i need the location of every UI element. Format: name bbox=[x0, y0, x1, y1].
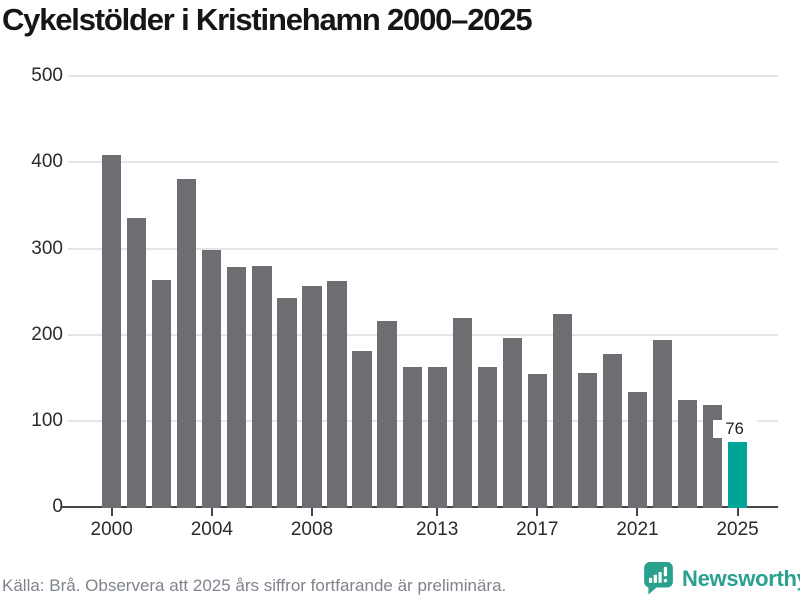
bar-2011 bbox=[377, 320, 397, 508]
gridline-400 bbox=[67, 161, 778, 164]
bar-2002 bbox=[152, 280, 172, 508]
bar-2012 bbox=[402, 366, 422, 508]
x-axis-tick-2004 bbox=[210, 508, 213, 516]
x-axis-tick-2013 bbox=[436, 508, 439, 516]
newsworthy-logo-icon bbox=[644, 562, 673, 595]
x-axis-label-2025: 2025 bbox=[716, 519, 759, 540]
newsworthy-logo: Newsworthy bbox=[644, 562, 800, 595]
bar-2003 bbox=[177, 178, 197, 508]
bar-2015 bbox=[477, 366, 497, 508]
bar-2000 bbox=[102, 154, 122, 508]
x-axis-label-2013: 2013 bbox=[416, 519, 459, 540]
bar-2022 bbox=[652, 339, 673, 508]
bar-2023 bbox=[677, 400, 698, 508]
chart-title: Cykelstölder i Kristinehamn 2000–2025 bbox=[2, 2, 533, 37]
bar-2006 bbox=[252, 265, 272, 508]
bar-2004 bbox=[202, 250, 222, 508]
bar-2025 bbox=[728, 441, 748, 508]
bar-2013 bbox=[427, 366, 447, 508]
bar-2009 bbox=[327, 281, 347, 508]
bar-2017 bbox=[527, 374, 547, 508]
bar-2019 bbox=[577, 373, 597, 508]
x-axis-label-2017: 2017 bbox=[516, 519, 559, 540]
bar-2001 bbox=[127, 218, 147, 508]
bar-2005 bbox=[227, 267, 247, 508]
y-axis-label-100: 100 bbox=[31, 409, 63, 431]
x-axis-tick-2017 bbox=[536, 508, 539, 516]
x-axis-tick-2021 bbox=[636, 508, 639, 516]
bar-2021 bbox=[627, 391, 648, 508]
y-axis-label-300: 300 bbox=[31, 237, 63, 259]
source-note: Källa: Brå. Observera att 2025 års siffr… bbox=[2, 576, 507, 595]
x-axis-label-2000: 2000 bbox=[90, 519, 133, 540]
x-axis-label-2021: 2021 bbox=[616, 519, 659, 540]
y-axis-label-200: 200 bbox=[31, 323, 63, 345]
x-axis-tick-2000 bbox=[110, 508, 113, 516]
highlight-value-label: 76 bbox=[712, 420, 757, 439]
y-axis-label-400: 400 bbox=[31, 151, 63, 173]
bar-2014 bbox=[452, 318, 472, 508]
bar-2016 bbox=[502, 338, 522, 508]
x-axis-tick-2008 bbox=[310, 508, 313, 516]
x-axis-tick-2025 bbox=[736, 508, 739, 516]
gridline-300 bbox=[67, 247, 778, 250]
gridline-100 bbox=[67, 419, 778, 422]
gridline-500 bbox=[67, 75, 778, 78]
gridline-200 bbox=[67, 333, 778, 336]
bar-2020 bbox=[602, 354, 622, 508]
bar-2010 bbox=[352, 351, 372, 508]
bar-2018 bbox=[552, 314, 572, 508]
bar-2007 bbox=[277, 297, 297, 508]
x-axis-label-2008: 2008 bbox=[290, 519, 334, 540]
y-axis-label-0: 0 bbox=[52, 496, 63, 517]
newsworthy-logo-text: Newsworthy bbox=[682, 565, 800, 591]
x-axis-label-2004: 2004 bbox=[190, 519, 233, 540]
y-axis-label-500: 500 bbox=[31, 65, 63, 87]
bar-2008 bbox=[302, 285, 322, 508]
